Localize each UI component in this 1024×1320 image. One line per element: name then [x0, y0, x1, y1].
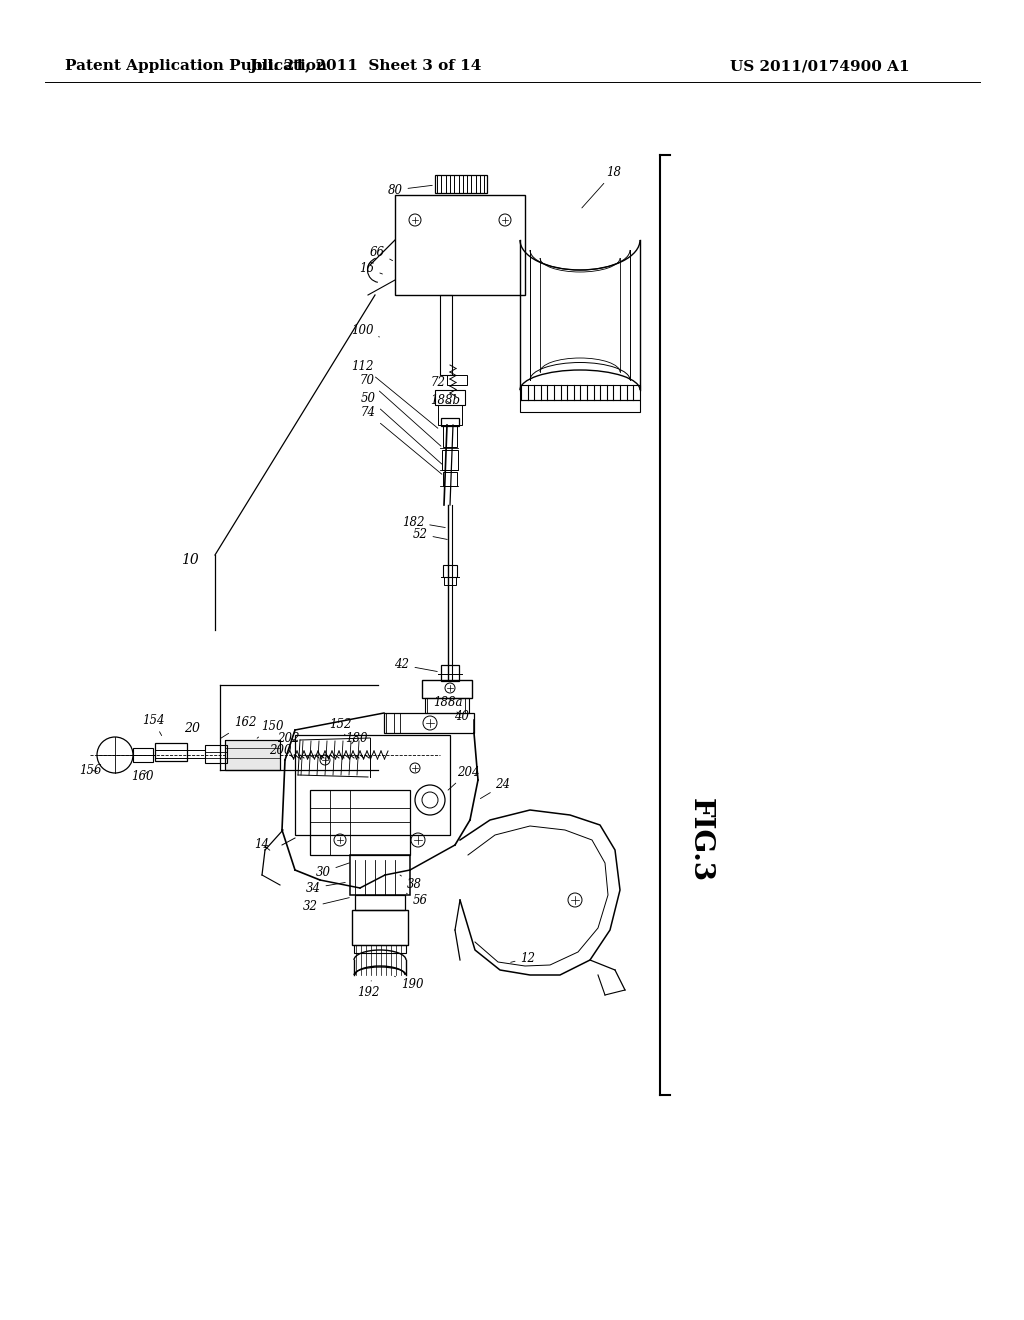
Text: 52: 52: [413, 528, 447, 540]
Bar: [395, 195, 525, 294]
Bar: [440, 294, 452, 375]
Text: 20: 20: [184, 722, 200, 734]
Text: 10: 10: [181, 553, 199, 568]
Bar: [310, 789, 410, 855]
Bar: [225, 741, 280, 770]
Bar: [384, 713, 474, 733]
Bar: [425, 698, 469, 713]
Bar: [155, 743, 187, 762]
Text: 156: 156: [79, 763, 101, 776]
Bar: [354, 945, 406, 953]
Text: 202: 202: [276, 731, 299, 744]
Text: 152: 152: [329, 718, 351, 735]
Text: 18: 18: [582, 165, 622, 209]
Text: 180: 180: [345, 731, 368, 744]
Bar: [355, 895, 406, 909]
Bar: [133, 748, 153, 762]
Text: Patent Application Publication: Patent Application Publication: [65, 59, 327, 73]
Text: 182: 182: [401, 516, 445, 528]
Text: 14: 14: [255, 837, 270, 850]
Bar: [441, 665, 459, 681]
Bar: [443, 473, 457, 486]
Bar: [435, 389, 465, 405]
Text: 72: 72: [430, 375, 451, 389]
Bar: [520, 385, 640, 400]
Bar: [442, 450, 458, 470]
Text: 80: 80: [387, 183, 432, 197]
Text: 160: 160: [131, 770, 154, 783]
Text: 12: 12: [511, 952, 536, 965]
Text: Jul. 21, 2011  Sheet 3 of 14: Jul. 21, 2011 Sheet 3 of 14: [249, 59, 481, 73]
Text: 30: 30: [315, 863, 349, 879]
Text: 154: 154: [141, 714, 164, 735]
Text: 112: 112: [351, 359, 438, 428]
Bar: [441, 418, 459, 426]
Text: 56: 56: [407, 894, 427, 907]
Text: 100: 100: [351, 323, 380, 337]
Text: 150: 150: [257, 719, 284, 738]
Text: 204: 204: [449, 766, 479, 791]
Text: 42: 42: [394, 659, 437, 672]
Text: 200: 200: [268, 743, 295, 756]
Text: 38: 38: [400, 875, 422, 891]
Text: 66: 66: [370, 246, 392, 260]
Text: 16: 16: [359, 261, 382, 275]
Text: 50: 50: [360, 392, 442, 465]
Bar: [225, 741, 280, 770]
Text: US 2011/0174900 A1: US 2011/0174900 A1: [730, 59, 909, 73]
Text: 162: 162: [220, 717, 256, 738]
Bar: [447, 375, 467, 385]
Bar: [443, 425, 457, 447]
Text: 192: 192: [356, 981, 379, 999]
Text: 32: 32: [302, 898, 349, 913]
Text: 188b: 188b: [430, 393, 460, 407]
Text: 70: 70: [359, 374, 441, 446]
Bar: [350, 855, 410, 895]
Text: FIG.3: FIG.3: [686, 797, 714, 882]
Bar: [205, 744, 227, 763]
Bar: [295, 735, 450, 836]
Text: 74: 74: [360, 407, 442, 474]
Text: 188a: 188a: [433, 697, 463, 710]
Bar: [444, 577, 456, 585]
Bar: [438, 405, 462, 425]
Bar: [435, 176, 487, 193]
Bar: [443, 565, 457, 577]
Bar: [352, 909, 408, 945]
Bar: [422, 680, 472, 698]
Text: 40: 40: [455, 710, 469, 723]
Text: 34: 34: [305, 882, 345, 895]
Text: 24: 24: [480, 779, 511, 799]
Bar: [520, 400, 640, 412]
Text: 190: 190: [394, 977, 423, 991]
